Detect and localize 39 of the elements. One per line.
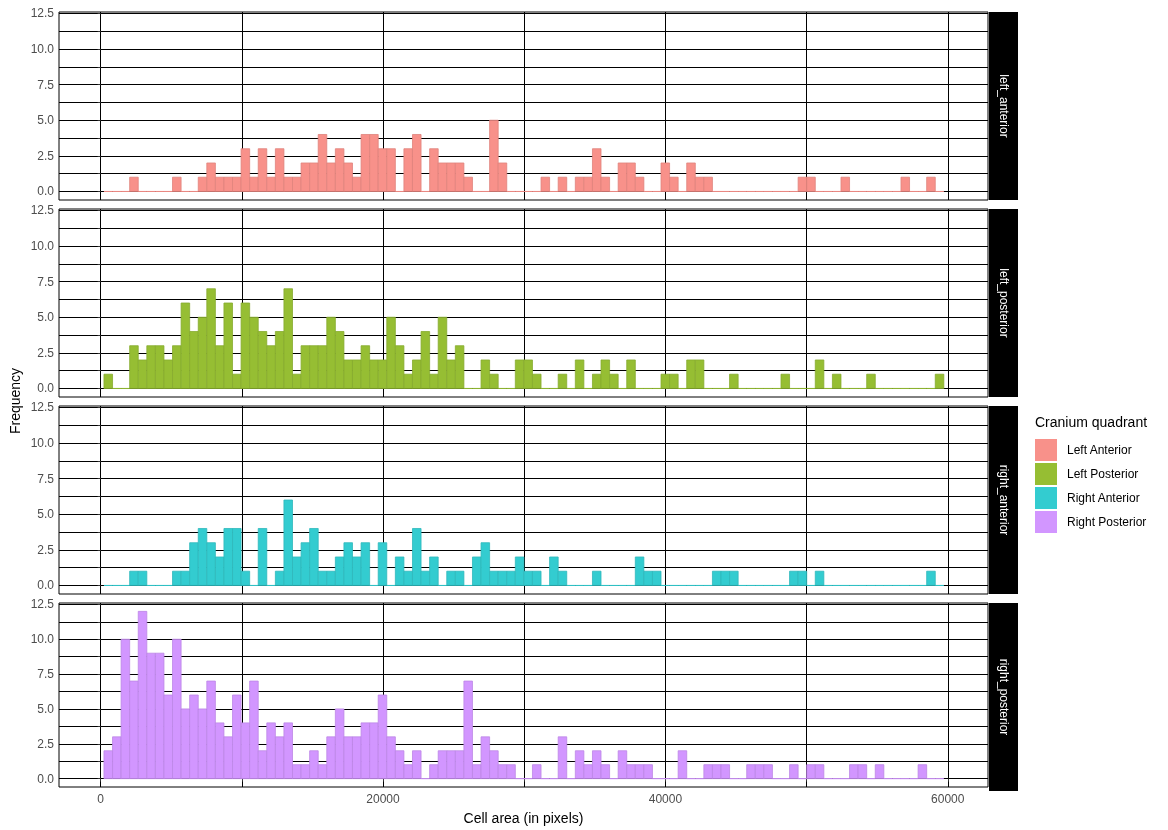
y-tick-label: 2.5 [37, 345, 55, 360]
y-tick-label: 0.0 [37, 578, 55, 593]
y-tick-label: 5.0 [37, 701, 55, 716]
legend-label: Left Anterior [1067, 443, 1132, 457]
y-tick-label: 7.5 [37, 274, 55, 289]
y-tick-label: 10.0 [30, 631, 55, 646]
y-tick-label: 10.0 [30, 435, 55, 450]
y-axis-title: Frequency [7, 368, 23, 435]
y-tick-label: 2.5 [37, 736, 55, 751]
y-tick-label: 5.0 [37, 506, 55, 521]
y-tick-label: 0.0 [37, 184, 55, 199]
y2-axis-title: left_posterior [996, 267, 1011, 338]
y2-axis-title: right_posterior [996, 658, 1011, 735]
x-tick-label: 0 [97, 791, 105, 806]
y-tick-label: 10.0 [30, 41, 55, 56]
y-tick-label: 12.5 [30, 203, 55, 218]
y-tick-label: 12.5 [30, 6, 55, 21]
y-tick-label: 0.0 [37, 381, 55, 396]
y-tick-label: 7.5 [37, 666, 55, 681]
x-tick-label: 60000 [931, 791, 965, 806]
y-tick-label: 12.5 [30, 596, 55, 611]
y-tick-label: 0.0 [37, 771, 55, 786]
legend-title: Cranium quadrant [1035, 414, 1148, 430]
y-tick-label: 5.0 [37, 112, 55, 127]
legend-label: Left Posterior [1067, 467, 1139, 481]
y-tick-label: 7.5 [37, 471, 55, 486]
x-tick-label: 20000 [366, 791, 401, 806]
x-axis-title: Cell area (in pixels) [463, 809, 584, 826]
legend-label: Right Posterior [1067, 515, 1147, 529]
y-tick-label: 7.5 [37, 77, 55, 92]
y-tick-label: 5.0 [37, 309, 55, 324]
y-tick-label: 2.5 [37, 148, 55, 163]
y-tick-label: 2.5 [37, 542, 55, 557]
legend-label: Right Anterior [1067, 491, 1140, 505]
x-tick-label: 40000 [648, 791, 683, 806]
y-tick-label: 12.5 [30, 400, 55, 415]
y2-axis-title: left_anterior [996, 73, 1011, 138]
y2-axis-title: right_anterior [996, 464, 1011, 535]
y-tick-label: 10.0 [30, 238, 55, 253]
